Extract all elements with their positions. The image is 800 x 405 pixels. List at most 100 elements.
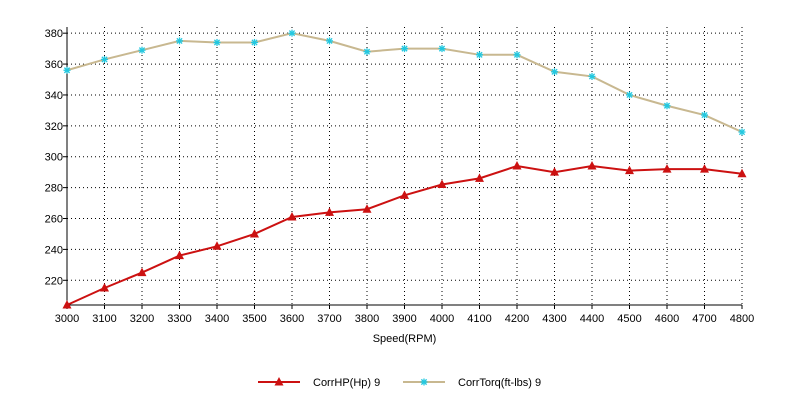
x-tick-label: 3600 <box>280 313 304 325</box>
data-point <box>250 228 259 238</box>
star-stroke <box>701 111 708 119</box>
star-stroke <box>513 51 521 58</box>
data-point <box>437 179 447 189</box>
star-stroke <box>213 39 221 46</box>
data-point <box>513 51 521 59</box>
data-point <box>362 204 372 213</box>
x-tick-label: 4600 <box>655 313 679 325</box>
data-point <box>626 91 633 99</box>
data-point <box>137 267 147 277</box>
data-point <box>176 37 183 45</box>
grid <box>67 27 743 305</box>
data-point <box>625 165 634 175</box>
data-point <box>101 55 108 63</box>
legend-label: CorrHP(Hp) 9 <box>313 377 380 389</box>
legend-label: CorrTorq(ft-lbs) 9 <box>458 377 541 389</box>
x-tick-label: 3200 <box>130 313 154 325</box>
data-point <box>138 46 146 54</box>
data-point <box>587 161 597 170</box>
star-stroke <box>551 68 558 75</box>
data-point <box>438 45 446 53</box>
x-tick-label: 4300 <box>542 313 566 325</box>
data-point <box>737 168 747 178</box>
y-tick-label: 240 <box>45 244 63 256</box>
data-point <box>700 164 709 173</box>
x-tick-label: 3700 <box>317 313 341 325</box>
y-tick-labels: 220 240 260 280 300 320 340 360 380 <box>45 28 67 287</box>
x-tick-label: 3900 <box>392 313 416 325</box>
star-stroke <box>438 45 446 52</box>
y-tick-label: 280 <box>45 183 63 195</box>
star-stroke <box>63 67 71 74</box>
data-point <box>738 128 746 136</box>
x-tick-labels: 3000 3100 3200 3300 3400 3500 3600 3700 3800 3900… <box>55 305 754 325</box>
x-tick-label: 3000 <box>55 313 79 325</box>
data-point <box>251 38 258 46</box>
star-stroke <box>476 51 483 58</box>
data-point <box>213 38 221 46</box>
x-tick-label: 4400 <box>580 313 604 325</box>
y-tick-label: 380 <box>45 28 63 40</box>
series-1 <box>63 29 746 136</box>
x-tick-label: 4800 <box>730 313 754 325</box>
data-point <box>175 250 184 260</box>
data-point <box>63 66 71 74</box>
x-tick-label: 4100 <box>467 313 491 325</box>
data-point <box>551 68 558 76</box>
x-tick-label: 3400 <box>205 313 229 325</box>
data-point <box>512 161 522 170</box>
x-tick-label: 3300 <box>167 313 191 325</box>
x-tick-label: 3800 <box>355 313 379 325</box>
data-point <box>662 164 672 173</box>
star-stroke <box>626 91 633 99</box>
x-tick-label: 4700 <box>692 313 716 325</box>
data-point <box>212 241 222 250</box>
legend-item-0: CorrHP(Hp) 9 <box>258 377 380 389</box>
data-point <box>62 300 72 309</box>
y-tick-label: 340 <box>45 90 63 102</box>
star-stroke <box>138 47 146 54</box>
data-point <box>701 111 708 119</box>
x-tick-label: 4200 <box>505 313 529 325</box>
data-point <box>476 51 483 59</box>
data-point <box>400 190 409 199</box>
data-point <box>401 45 408 53</box>
series <box>62 29 747 309</box>
data-point <box>287 211 297 221</box>
x-axis-title: Speed(RPM) <box>373 333 437 345</box>
star-stroke <box>251 39 258 46</box>
x-tick-label: 3100 <box>92 313 116 325</box>
y-tick-label: 260 <box>45 214 63 226</box>
legend-item-1: CorrTorq(ft-lbs) 9 <box>403 377 541 389</box>
star-stroke <box>663 102 671 109</box>
star-stroke <box>101 56 108 63</box>
star-stroke <box>738 128 746 136</box>
data-point <box>663 102 671 110</box>
star-stroke <box>401 45 408 52</box>
legend-marker <box>420 378 428 386</box>
star-stroke <box>326 37 333 44</box>
data-point <box>475 173 484 182</box>
x-tick-label: 4500 <box>617 313 641 325</box>
star-stroke <box>363 48 371 55</box>
star-stroke <box>176 37 183 44</box>
legend: CorrHP(Hp) 9 CorrTorq(ft-lbs) 9 <box>258 377 541 389</box>
legend-marker <box>274 377 284 386</box>
y-tick-label: 320 <box>45 121 63 133</box>
x-tick-label: 4000 <box>430 313 454 325</box>
data-point <box>288 29 296 37</box>
data-point <box>363 48 371 56</box>
data-point <box>550 167 559 176</box>
star-stroke <box>588 73 596 80</box>
data-point <box>100 283 109 292</box>
x-tick-label: 3500 <box>242 313 266 325</box>
star-stroke <box>288 30 296 37</box>
y-tick-label: 300 <box>45 152 63 164</box>
data-point <box>326 37 333 45</box>
data-point <box>325 207 334 216</box>
series-0 <box>62 161 747 309</box>
data-point <box>588 72 596 80</box>
y-tick-label: 360 <box>45 59 63 71</box>
